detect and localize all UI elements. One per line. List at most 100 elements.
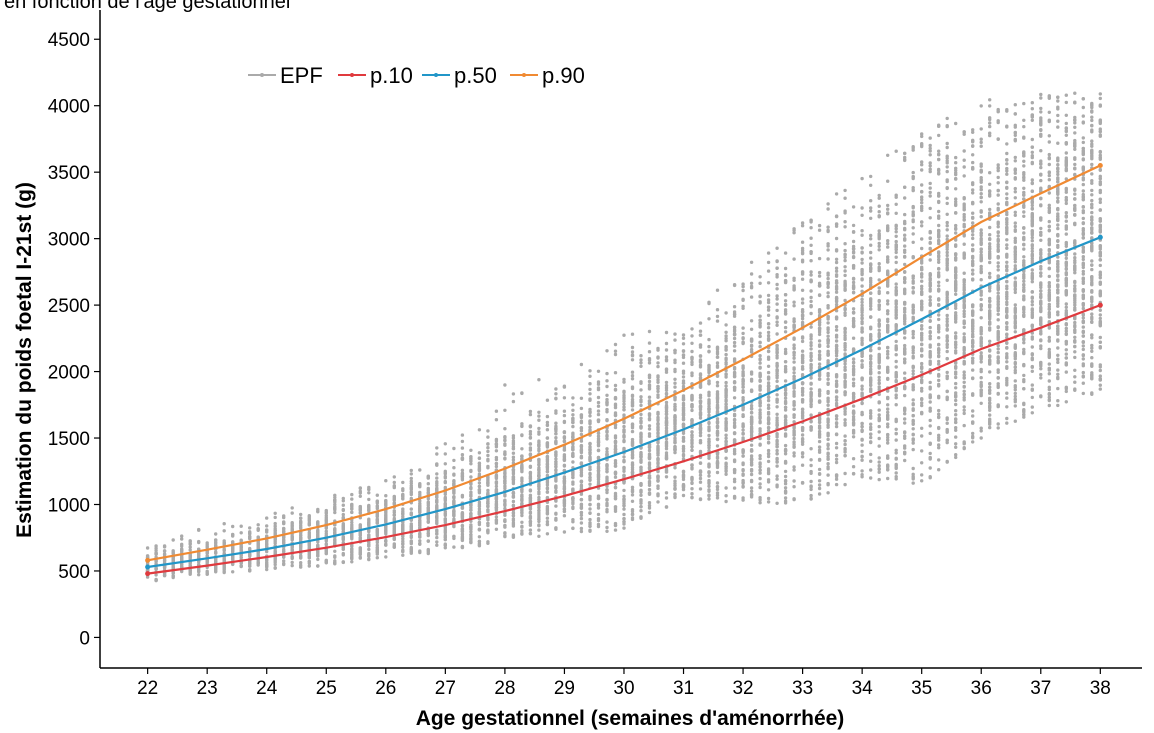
epf-point (409, 540, 413, 544)
epf-point (494, 484, 499, 489)
epf-point (826, 382, 830, 386)
epf-point (265, 560, 269, 564)
epf-point (324, 529, 328, 533)
epf-point (664, 437, 669, 441)
epf-point (834, 432, 839, 436)
epf-point (732, 486, 737, 490)
epf-point (698, 333, 703, 337)
epf-point (418, 482, 422, 486)
epf-point (792, 403, 796, 407)
epf-point (783, 415, 788, 419)
epf-point (758, 357, 762, 361)
epf-point (732, 358, 737, 363)
epf-point (834, 266, 839, 270)
epf-point (426, 482, 430, 486)
epf-point (613, 434, 618, 438)
epf-point (265, 516, 269, 520)
epf-point (707, 317, 711, 321)
epf-point (809, 479, 813, 484)
epf-point (384, 515, 388, 519)
epf-point (741, 341, 745, 345)
epf-point (418, 518, 422, 523)
epf-point (843, 421, 847, 425)
epf-point (826, 491, 830, 495)
epf-point (809, 391, 813, 395)
epf-point (834, 354, 839, 358)
epf-point (826, 285, 830, 289)
epf-point (707, 437, 711, 441)
epf-point (605, 349, 609, 353)
epf-point (231, 524, 235, 529)
epf-point (630, 408, 635, 412)
epf-point (792, 336, 796, 340)
epf-point (384, 549, 388, 553)
epf-point (715, 444, 720, 448)
epf-point (494, 507, 499, 512)
epf-point (698, 433, 703, 438)
epf-point (375, 546, 379, 550)
epf-point (214, 540, 218, 544)
epf-point (562, 409, 567, 413)
epf-point (162, 549, 167, 553)
epf-point (639, 490, 643, 494)
epf-point (775, 308, 779, 313)
epf-point (231, 549, 235, 553)
epf-point (409, 476, 413, 481)
epf-point (715, 384, 720, 388)
epf-point (783, 280, 788, 284)
epf-point (622, 424, 626, 429)
epf-point (443, 476, 447, 480)
epf-point (792, 360, 796, 364)
epf-point (290, 556, 294, 561)
epf-point (800, 428, 805, 433)
epf-point (766, 488, 771, 492)
epf-point (826, 400, 830, 404)
epf-point (537, 426, 541, 431)
epf-point (775, 266, 779, 270)
epf-point (792, 468, 796, 472)
epf-point (724, 439, 728, 443)
epf-point (528, 442, 533, 446)
epf-point (477, 461, 482, 466)
epf-point (579, 485, 584, 489)
epf-point (401, 545, 405, 549)
epf-point (588, 482, 592, 486)
epf-point (673, 475, 677, 479)
epf-point (741, 298, 745, 302)
epf-point (384, 498, 388, 503)
epf-point (545, 398, 550, 402)
epf-point (630, 429, 635, 434)
epf-point (605, 488, 609, 492)
epf-point (180, 537, 184, 541)
epf-point (758, 482, 762, 486)
epf-point (222, 548, 226, 552)
epf-point (537, 414, 541, 418)
epf-point (724, 348, 728, 352)
epf-point (843, 220, 847, 224)
epf-point (664, 409, 669, 413)
epf-point (622, 512, 626, 517)
epf-point (171, 574, 175, 578)
epf-point (758, 294, 762, 298)
epf-point (664, 419, 669, 423)
epf-point (486, 523, 490, 528)
epf-point (503, 435, 507, 440)
epf-point (571, 420, 575, 424)
epf-point (511, 504, 516, 508)
epf-point (282, 559, 286, 563)
epf-point (681, 336, 686, 340)
epf-point (817, 344, 822, 348)
epf-point (630, 508, 635, 512)
epf-point (418, 468, 422, 472)
epf-point (698, 413, 703, 418)
epf-point (639, 516, 643, 520)
epf-point (690, 334, 694, 338)
epf-point (443, 462, 447, 466)
epf-point (800, 425, 805, 430)
epf-point (154, 578, 158, 582)
epf-point (426, 508, 430, 513)
epf-point (596, 418, 601, 422)
epf-point (630, 465, 635, 470)
epf-point (783, 452, 788, 456)
epf-point (418, 485, 422, 489)
